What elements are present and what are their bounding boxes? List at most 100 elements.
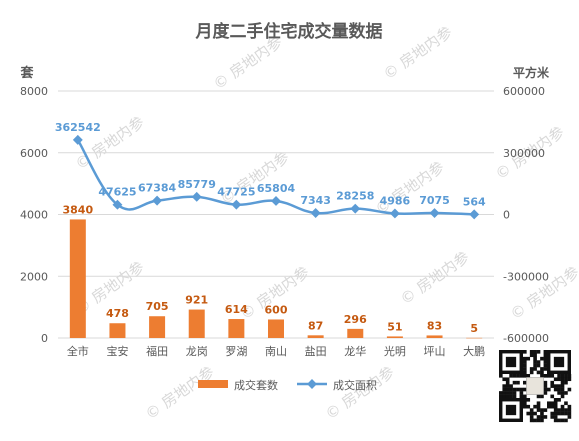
qr-module <box>553 408 558 412</box>
qr-module <box>502 384 507 388</box>
qr-module <box>564 408 568 412</box>
qr-module <box>523 398 527 402</box>
qr-module <box>564 401 568 406</box>
qr-finder-center <box>505 404 517 416</box>
x-tick-label: 盐田 <box>305 345 327 358</box>
line-data-label: 65804 <box>257 182 296 195</box>
bar-data-label: 83 <box>427 319 442 332</box>
x-axis-tick-labels: 全市 宝安 福田 龙岗 罗湖 南山 盐田 龙华 光明 坪山 大鹏 <box>67 344 485 358</box>
qr-module <box>523 356 527 361</box>
qr-module <box>533 353 537 358</box>
qr-module <box>512 387 517 392</box>
qr-finder-center <box>553 356 565 368</box>
y-right-tick-label: -300000 <box>503 270 549 283</box>
line-data-label: 7075 <box>419 194 450 207</box>
qr-module <box>557 408 561 412</box>
qr-module <box>505 377 510 382</box>
qr-module <box>519 387 524 392</box>
qr-module <box>553 387 558 392</box>
watermark-text: © 房地内参 <box>322 363 398 424</box>
qr-module <box>540 415 544 419</box>
qr-module <box>543 367 548 371</box>
x-tick-label: 福田 <box>146 344 168 358</box>
bar-data-label: 3840 <box>63 203 94 216</box>
line-point-marker <box>231 199 242 210</box>
qr-module <box>564 374 568 378</box>
qr-module <box>523 367 527 371</box>
x-tick-label: 全市 <box>67 344 89 358</box>
qr-module <box>523 404 527 409</box>
qr-module <box>543 353 548 358</box>
bar-data-label: 600 <box>265 303 288 316</box>
qr-module <box>533 418 537 423</box>
x-tick-label: 龙岗 <box>186 345 208 358</box>
qr-module <box>553 418 558 423</box>
qr-module <box>516 380 520 385</box>
bar <box>466 337 483 339</box>
qr-module <box>557 377 561 382</box>
qr-module <box>567 415 572 419</box>
qr-module <box>543 380 548 385</box>
qr-module <box>543 350 548 354</box>
qr-module <box>529 353 534 358</box>
qr-module <box>502 391 507 395</box>
bar <box>149 316 166 338</box>
qr-module <box>540 418 544 423</box>
qr-module <box>519 374 524 378</box>
bar-series-bars <box>69 219 483 339</box>
qr-module <box>543 384 548 388</box>
qr-center-logo <box>526 377 544 395</box>
qr-module <box>567 377 572 382</box>
qr-module <box>502 394 507 399</box>
y-right-tick-label: -600000 <box>503 332 549 345</box>
line-data-label: 564 <box>463 195 486 208</box>
legend: 成交套数 成交面积 <box>198 378 377 392</box>
qr-module <box>533 356 537 361</box>
x-tick-label: 南山 <box>265 345 287 358</box>
bar <box>307 335 324 338</box>
qr-module <box>547 404 551 409</box>
qr-module <box>560 377 565 382</box>
line-point-marker <box>72 134 83 145</box>
line-data-label: 85779 <box>178 178 216 191</box>
qr-module <box>505 391 510 395</box>
qr-module <box>560 418 565 423</box>
qr-module <box>567 387 572 392</box>
qr-module <box>523 350 527 354</box>
line-point-marker <box>310 208 321 218</box>
qr-module <box>533 404 537 409</box>
x-tick-label: 大鹏 <box>463 344 485 358</box>
watermark-text: © 房地内参 <box>372 158 448 219</box>
qr-module <box>547 401 551 406</box>
qr-module <box>557 387 561 392</box>
qr-module <box>557 398 561 402</box>
qr-module <box>543 391 548 395</box>
qr-module <box>557 374 561 378</box>
qr-module <box>523 394 527 399</box>
y-left-tick-label: 6000 <box>20 147 48 160</box>
qr-module <box>502 377 507 382</box>
line-data-label: 28258 <box>336 190 374 203</box>
legend-line-marker <box>307 379 317 389</box>
line-data-label: 67384 <box>138 182 177 195</box>
line-data-label: 362542 <box>55 121 101 134</box>
qr-module <box>543 374 548 378</box>
qr-module <box>540 408 544 412</box>
qr-module <box>519 394 524 399</box>
qr-module <box>499 391 503 395</box>
x-tick-label: 光明 <box>384 344 406 358</box>
qr-module <box>560 374 565 378</box>
qr-module <box>540 356 544 361</box>
qr-module <box>564 377 568 382</box>
x-tick-label: 坪山 <box>424 345 446 358</box>
qr-module <box>567 411 572 416</box>
qr-module <box>536 394 541 399</box>
qr-module <box>550 411 555 416</box>
qr-module <box>533 360 537 364</box>
qr-module <box>567 408 572 412</box>
y-right-axis-label: 平方米 <box>513 65 550 80</box>
qr-module <box>550 380 555 385</box>
bar <box>386 336 403 338</box>
y-right-tick-label: 300000 <box>503 147 545 160</box>
